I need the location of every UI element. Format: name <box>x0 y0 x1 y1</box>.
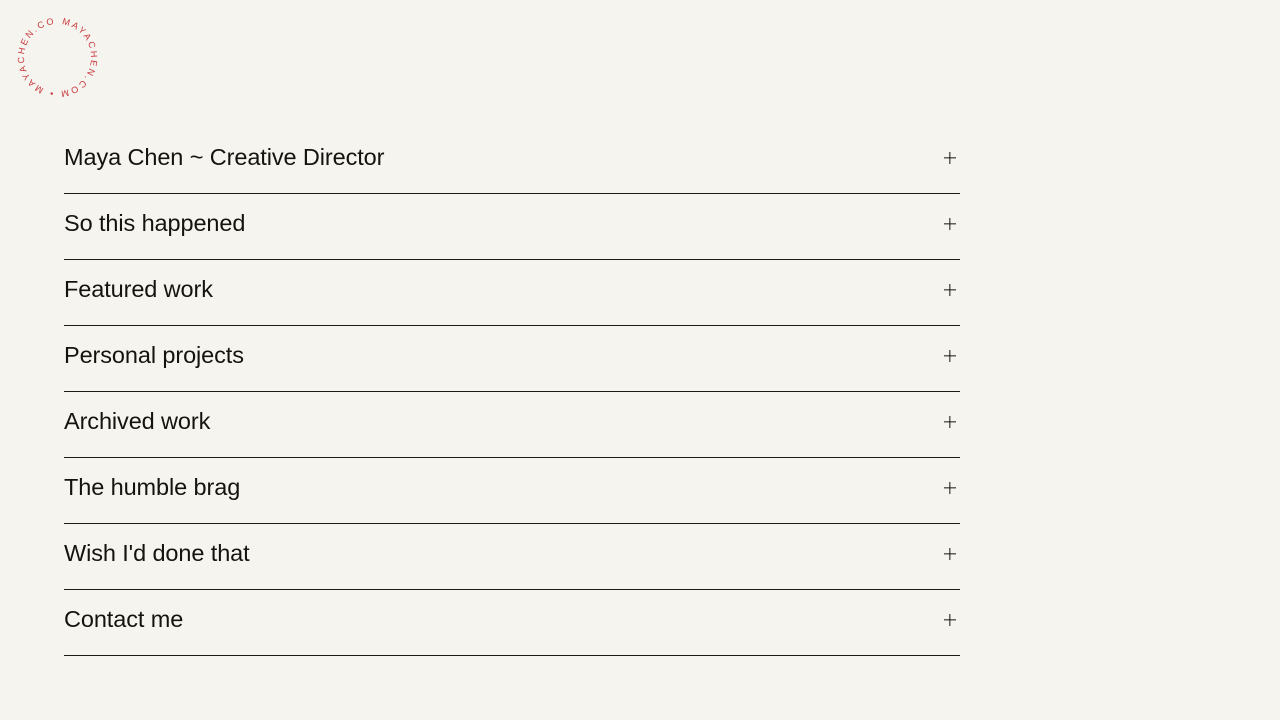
accordion-row-intro[interactable]: Maya Chen ~ Creative Director <box>64 128 960 194</box>
accordion-label: Wish I'd done that <box>64 539 250 566</box>
accordion-row-humble-brag[interactable]: The humble brag <box>64 458 960 524</box>
accordion-row-contact-me[interactable]: Contact me <box>64 590 960 656</box>
plus-icon[interactable] <box>941 479 959 497</box>
accordion-row-wish-id-done-that[interactable]: Wish I'd done that <box>64 524 960 590</box>
circular-wordmark-logo-icon: MAYACHEN.COM • MAYACHEN.COM • <box>8 5 97 99</box>
accordion-row-so-this-happened[interactable]: So this happened <box>64 194 960 260</box>
accordion-label: Maya Chen ~ Creative Director <box>64 143 385 170</box>
plus-icon[interactable] <box>941 347 959 365</box>
plus-icon[interactable] <box>941 545 959 563</box>
accordion-label: Personal projects <box>64 341 244 368</box>
accordion-row-archived-work[interactable]: Archived work <box>64 392 960 458</box>
accordion-row-personal-projects[interactable]: Personal projects <box>64 326 960 392</box>
plus-icon[interactable] <box>941 413 959 431</box>
logo-circular-text: MAYACHEN.COM • MAYACHEN.COM • <box>8 5 99 99</box>
accordion-label: Contact me <box>64 605 184 632</box>
plus-icon[interactable] <box>941 215 959 233</box>
accordion-list: Maya Chen ~ Creative Director So this hap… <box>64 128 960 656</box>
plus-icon[interactable] <box>941 149 959 167</box>
accordion-label: The humble brag <box>64 473 241 500</box>
logo-badge[interactable]: MAYACHEN.COM • MAYACHEN.COM • <box>8 5 102 102</box>
plus-icon[interactable] <box>941 611 959 629</box>
accordion-label: Archived work <box>64 407 211 434</box>
accordion-label: Featured work <box>64 275 213 302</box>
plus-icon[interactable] <box>941 281 959 299</box>
accordion-row-featured-work[interactable]: Featured work <box>64 260 960 326</box>
accordion-label: So this happened <box>64 209 246 236</box>
